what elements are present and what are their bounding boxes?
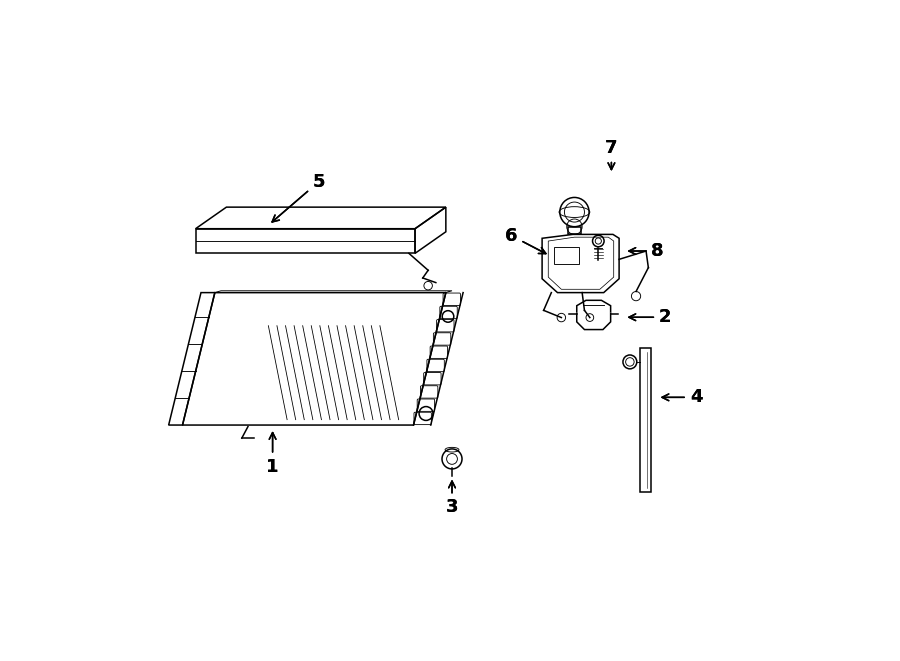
Text: 4: 4 [662,388,702,407]
Text: 6: 6 [505,227,545,254]
Text: 3: 3 [446,481,458,516]
Text: 7: 7 [605,139,617,169]
Text: 5: 5 [272,173,325,222]
Bar [640,348,651,492]
Text: 1: 1 [266,432,279,476]
Text: 1: 1 [266,432,279,476]
Text: 7: 7 [605,139,617,169]
Text: 6: 6 [505,227,545,254]
Bar [568,227,581,235]
Text: 2: 2 [629,308,671,327]
Text: 4: 4 [662,388,702,407]
Text: 5: 5 [272,173,325,222]
Text: 2: 2 [629,308,671,327]
Text: 3: 3 [446,481,458,516]
Text: 8: 8 [629,242,664,260]
Text: 8: 8 [629,242,664,260]
